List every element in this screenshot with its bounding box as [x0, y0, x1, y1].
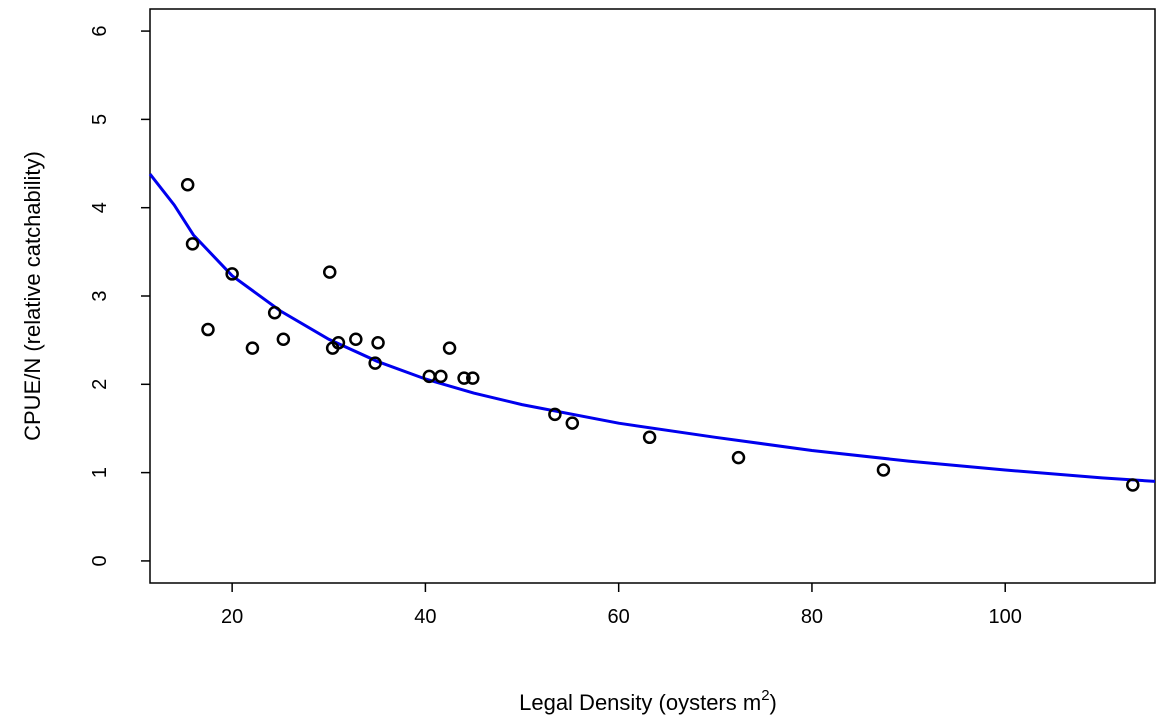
data-point	[225, 267, 239, 281]
plot-frame	[149, 8, 1156, 584]
y-tick-label: 5	[89, 114, 111, 125]
data-point	[434, 369, 448, 384]
x-tick-label: 40	[414, 606, 436, 628]
data-point	[267, 306, 282, 320]
data-point	[349, 332, 363, 347]
data-point	[876, 463, 891, 477]
fit-curve-layer	[148, 173, 1156, 483]
fit-curve-line	[148, 173, 1156, 483]
data-point	[642, 430, 657, 445]
x-tick-label: 80	[801, 606, 823, 628]
data-point	[276, 332, 291, 347]
data-point	[245, 341, 260, 355]
data-point	[565, 416, 580, 430]
points-layer	[180, 177, 1140, 492]
x-axis-title: Legal Density (oysters m2)	[519, 687, 777, 715]
data-point	[201, 322, 215, 337]
data-point	[548, 407, 562, 422]
x-tick-label: 60	[608, 606, 630, 628]
data-point	[368, 356, 382, 370]
data-point	[180, 177, 195, 192]
x-tick-label: 100	[989, 606, 1022, 628]
x-tick-label: 20	[221, 606, 243, 628]
data-point	[331, 336, 346, 350]
data-point	[1126, 478, 1140, 492]
data-point	[466, 371, 480, 385]
data-point	[371, 336, 385, 350]
y-tick-label: 6	[89, 26, 111, 37]
data-point	[731, 450, 746, 465]
y-tick-label: 3	[89, 290, 111, 301]
y-tick-label: 1	[89, 467, 111, 478]
y-tick-label: 4	[89, 202, 111, 213]
x-axis: 20 40 60 80 100	[221, 583, 1022, 628]
data-point	[457, 371, 471, 385]
y-axis-title: CPUE/N (relative catchability)	[20, 151, 45, 441]
data-point	[442, 341, 457, 355]
y-tick-label: 0	[89, 555, 111, 566]
y-axis: 0 1 2 3 4 5 6	[89, 26, 150, 566]
data-point	[322, 265, 337, 279]
y-tick-label: 2	[89, 379, 111, 390]
data-point	[185, 237, 200, 251]
